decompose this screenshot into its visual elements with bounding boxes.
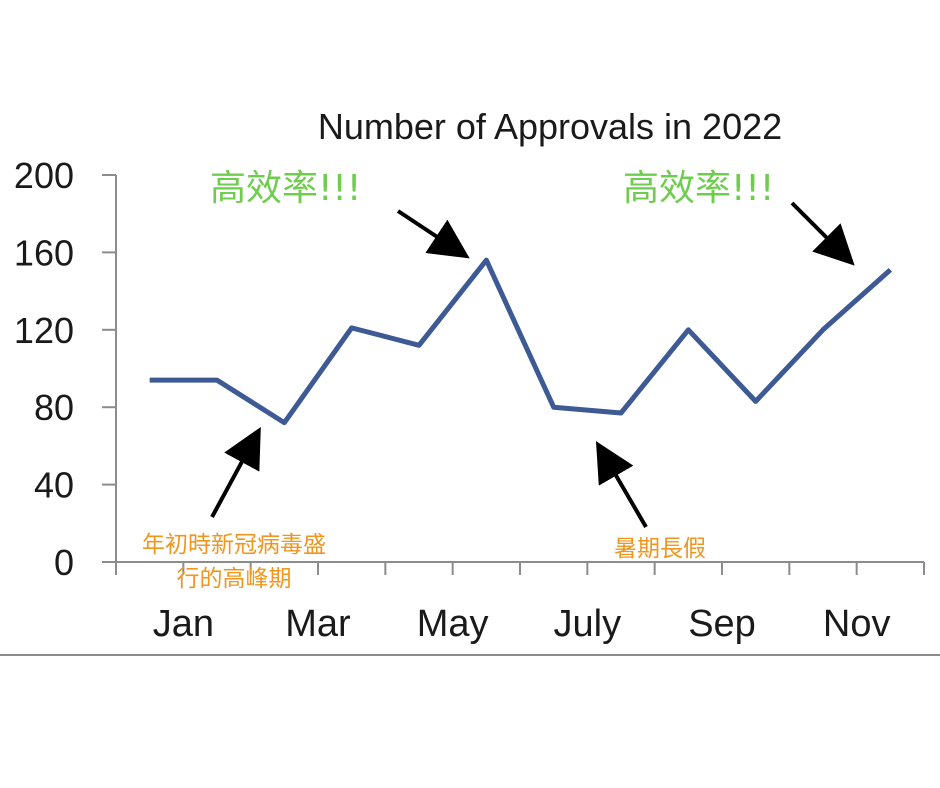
series-line bbox=[149, 257, 892, 426]
x-tick-label: Mar bbox=[285, 603, 351, 645]
annotation-summer-break: 暑期長假 bbox=[614, 536, 706, 562]
annotation-arrow-3 bbox=[210, 426, 261, 518]
x-tick-label: July bbox=[554, 603, 622, 645]
y-tick-label: 40 bbox=[34, 465, 74, 506]
annotation-high-efficiency-2: 高效率!!! bbox=[623, 168, 774, 209]
y-tick-label: 0 bbox=[54, 542, 74, 583]
annotation-high-efficiency-1: 高效率!!! bbox=[210, 168, 361, 209]
chart-title: Number of Approvals in 2022 bbox=[318, 106, 782, 147]
y-tick-label: 80 bbox=[34, 387, 74, 428]
x-tick-label: May bbox=[417, 603, 489, 645]
annotation-arrow-2 bbox=[790, 201, 855, 266]
series-group bbox=[149, 257, 892, 426]
annotation-arrow-1 bbox=[396, 209, 470, 259]
axes bbox=[102, 174, 925, 575]
x-tick-label: Jan bbox=[153, 603, 214, 645]
annotation-covid-peak-line2: 行的高峰期 bbox=[177, 566, 292, 592]
annotation-covid-peak-line1: 年初時新冠病毒盛 bbox=[142, 532, 326, 558]
y-tick-labels: 0 40 80 120 160 200 bbox=[14, 155, 74, 583]
x-tick-labels: Jan Mar May July Sep Nov bbox=[153, 603, 891, 645]
y-tick-label: 200 bbox=[14, 155, 74, 196]
y-tick-label: 160 bbox=[14, 232, 74, 273]
x-tick-label: Sep bbox=[688, 603, 756, 645]
annotation-arrow-4 bbox=[595, 441, 648, 529]
x-tick-label: Nov bbox=[823, 603, 891, 645]
y-tick-label: 120 bbox=[14, 310, 74, 351]
